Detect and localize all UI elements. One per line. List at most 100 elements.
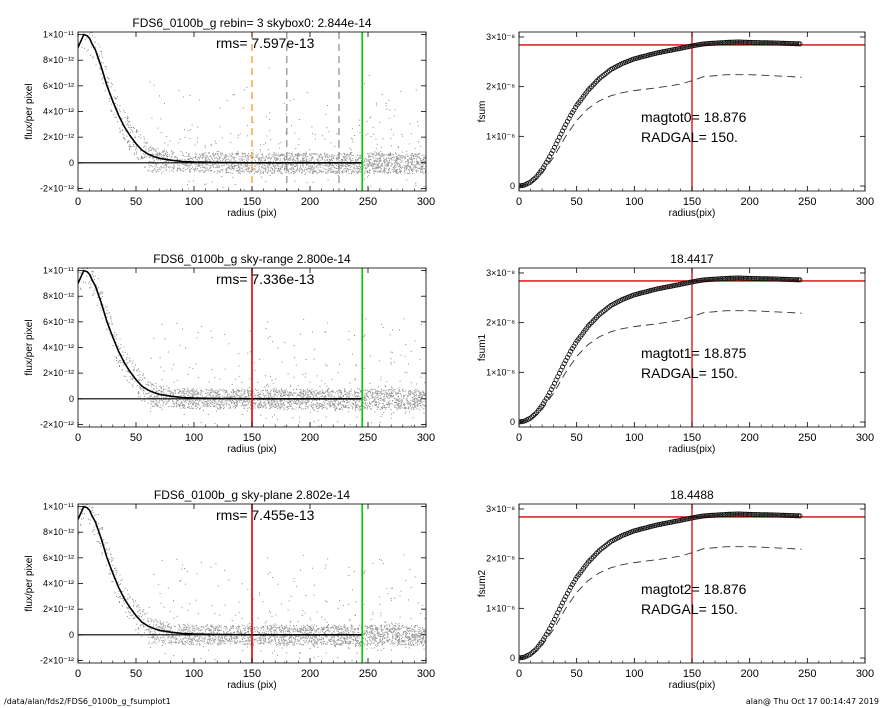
scatter-point (222, 168, 224, 170)
scatter-point (306, 396, 308, 398)
scatter-point (276, 391, 277, 393)
scatter-point (418, 391, 420, 393)
scatter-point (230, 165, 232, 167)
scatter-point (268, 399, 269, 401)
scatter-point (284, 407, 286, 409)
scatter-point (269, 395, 271, 397)
scatter-point (249, 171, 251, 173)
scatter-point (375, 148, 377, 150)
scatter-point (305, 169, 307, 171)
scatter-point (375, 391, 377, 393)
scatter-point (397, 146, 399, 148)
scatter-point (376, 393, 378, 395)
scatter-point (420, 376, 422, 378)
scatter-point (355, 364, 357, 366)
scatter-point (388, 172, 389, 174)
scatter-point (303, 160, 305, 162)
scatter-point (420, 166, 422, 168)
scatter-point (228, 186, 230, 188)
scatter-point (157, 169, 159, 171)
scatter-point (311, 165, 313, 167)
scatter-point (348, 165, 350, 167)
scatter-point (300, 166, 301, 168)
scatter-point (182, 328, 183, 330)
scatter-point (269, 161, 271, 163)
scatter-point (406, 167, 408, 169)
scatter-point (159, 406, 161, 408)
curve-point (736, 39, 742, 45)
curve-point (795, 41, 801, 47)
scatter-point (296, 165, 298, 166)
scatter-point (220, 170, 222, 172)
scatter-point (220, 169, 222, 170)
scatter-point (171, 150, 173, 152)
scatter-point (319, 393, 321, 395)
scatter-point (294, 172, 296, 174)
scatter-point (222, 159, 224, 161)
scatter-point (273, 164, 275, 166)
scatter-point (412, 154, 414, 156)
scatter-point (281, 167, 283, 169)
scatter-point (327, 392, 329, 394)
scatter-point (90, 54, 92, 56)
scatter-point (336, 159, 338, 161)
scatter-point (275, 160, 277, 162)
scatter-point (214, 423, 216, 425)
scatter-point (215, 389, 217, 391)
scatter-point (101, 297, 103, 299)
scatter-point (222, 157, 224, 159)
scatter-point (228, 404, 230, 406)
scatter-point (403, 408, 405, 410)
scatter-point (339, 408, 341, 410)
scatter-point (307, 170, 309, 172)
scatter-point (375, 397, 377, 399)
scatter-point (287, 160, 289, 162)
scatter-point (404, 404, 406, 406)
scatter-point (374, 398, 376, 400)
scatter-point (343, 169, 345, 171)
scatter-point (196, 165, 198, 167)
scatter-point (236, 402, 238, 404)
scatter-point (133, 127, 135, 129)
scatter-point (203, 167, 205, 169)
scatter-point (275, 391, 277, 393)
scatter-point (191, 163, 193, 165)
scatter-point (257, 164, 259, 166)
scatter-point (344, 160, 346, 161)
scatter-point (359, 169, 361, 171)
scatter-point (215, 143, 217, 144)
scatter-point (339, 403, 341, 405)
scatter-point (384, 161, 386, 163)
scatter-point (309, 397, 311, 398)
scatter-point (273, 390, 275, 392)
scatter-point (369, 402, 370, 404)
scatter-point (273, 406, 275, 407)
curve-point (763, 40, 769, 46)
scatter-point (234, 160, 236, 162)
scatter-point (423, 158, 424, 160)
scatter-point (354, 390, 356, 392)
scatter-point (409, 390, 411, 392)
scatter-point (87, 25, 88, 26)
scatter-point (88, 30, 89, 31)
scatter-point (413, 156, 414, 158)
scatter-point (147, 393, 149, 395)
scatter-point (424, 157, 426, 159)
scatter-point (234, 153, 236, 155)
scatter-point (164, 160, 166, 162)
scatter-point (396, 399, 398, 401)
scatter-point (281, 154, 283, 155)
scatter-point (198, 404, 200, 406)
scatter-point (305, 372, 307, 374)
scatter-point (351, 152, 353, 154)
scatter-point (289, 401, 291, 402)
scatter-point (344, 401, 345, 403)
scatter-point (239, 168, 241, 170)
scatter-point (143, 373, 145, 375)
scatter-point (228, 343, 230, 345)
scatter-point (270, 393, 271, 395)
scatter-point (274, 407, 276, 408)
scatter-point (342, 172, 344, 174)
scatter-point (301, 171, 303, 173)
scatter-point (163, 155, 165, 157)
